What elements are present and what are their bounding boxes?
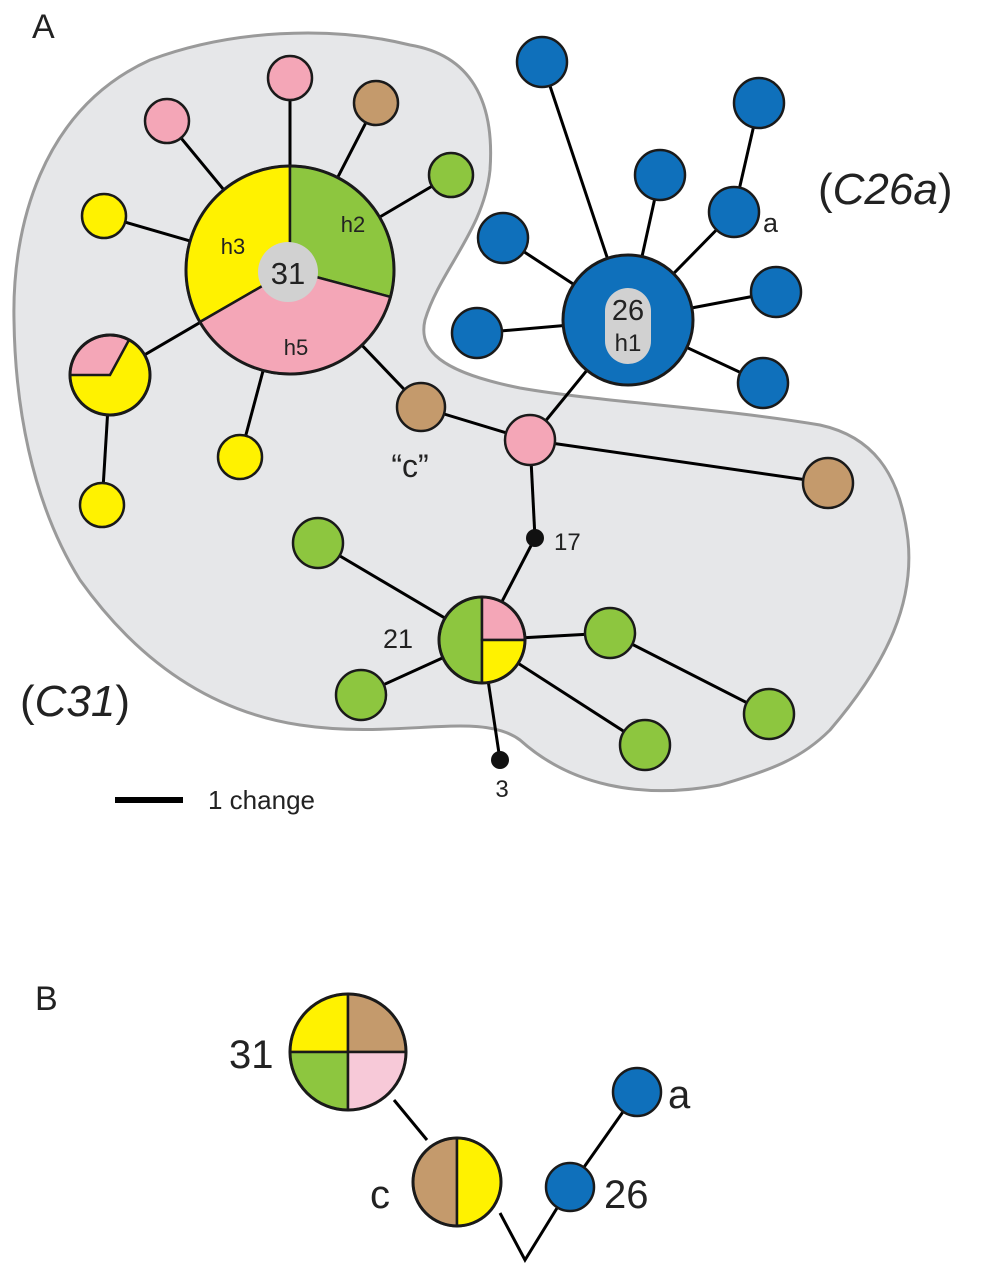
c31-group-label: (C31) xyxy=(20,677,130,726)
b-node-26 xyxy=(544,1161,596,1213)
yellow-pink-node xyxy=(68,333,152,417)
hub-31-node: 31 h3 h2 h5 xyxy=(184,164,396,376)
panel-a-label: A xyxy=(32,8,55,46)
b-node-a xyxy=(611,1066,663,1118)
h2-label: h2 xyxy=(341,212,365,237)
green-node xyxy=(742,687,796,741)
green-node xyxy=(618,718,672,772)
node-3 xyxy=(491,751,509,769)
blue-node xyxy=(749,265,803,319)
yellow-pink-node-outline xyxy=(68,333,152,417)
node-3-label: 3 xyxy=(495,776,508,803)
pink-node xyxy=(143,97,191,145)
h1-label: h1 xyxy=(615,330,642,357)
brown-node xyxy=(352,79,400,127)
panel-b-label: B xyxy=(35,980,58,1018)
c-node-label: “c” xyxy=(391,448,428,484)
b-node-31-outline xyxy=(288,992,408,1112)
node-17-label: 17 xyxy=(554,529,581,556)
b-node-c xyxy=(411,1136,503,1228)
brown-node xyxy=(801,456,855,510)
green-node xyxy=(334,668,388,722)
c-node xyxy=(395,381,447,433)
green-node xyxy=(427,151,475,199)
b-node-31 xyxy=(288,992,408,1112)
hub-31-count: 31 xyxy=(271,256,305,291)
blue-node xyxy=(450,306,504,360)
b-node-c-label: c xyxy=(370,1173,390,1217)
node-17 xyxy=(526,529,544,547)
blue-node xyxy=(476,211,530,265)
brown-half xyxy=(411,1136,459,1228)
node-a-label: a xyxy=(763,208,779,238)
blue-node-a xyxy=(707,185,761,239)
blue-node xyxy=(736,356,790,410)
hub-21-node xyxy=(437,595,527,685)
b-node-26-label: 26 xyxy=(604,1173,649,1217)
blue-node xyxy=(732,76,786,130)
yellow-node xyxy=(216,433,264,481)
edge xyxy=(609,631,770,716)
b-node-a-label: a xyxy=(668,1073,691,1117)
hub-31-outline xyxy=(184,164,396,376)
yellow-half xyxy=(455,1136,503,1228)
edge xyxy=(529,438,829,485)
b-node-c-outline xyxy=(411,1136,503,1228)
panel-b: B 31 c 26 a xyxy=(35,980,691,1264)
blue-node xyxy=(633,148,687,202)
scale-bar-label: 1 change xyxy=(208,785,315,815)
h5-label: h5 xyxy=(284,335,308,360)
h3-label: h3 xyxy=(221,234,245,259)
green-node xyxy=(583,606,637,660)
pink-connector-node xyxy=(503,413,557,467)
hub-26-count: 26 xyxy=(612,295,644,327)
hub-26-count-bubble xyxy=(605,288,651,364)
hub-26-node: 26 h1 xyxy=(561,253,695,387)
edge xyxy=(498,1186,572,1264)
blue-node xyxy=(515,35,569,89)
yellow-node xyxy=(80,192,128,240)
pink-node xyxy=(266,54,314,102)
panel-a: A xyxy=(12,8,953,815)
hub-21-outline xyxy=(437,595,527,685)
hub-31-count-bubble xyxy=(258,242,318,302)
c26a-group-label: (C26a) xyxy=(818,165,953,214)
b-node-31-label: 31 xyxy=(229,1033,274,1077)
green-node xyxy=(291,516,345,570)
yellow-node xyxy=(78,481,126,529)
hub-21-label: 21 xyxy=(383,624,413,654)
edge xyxy=(392,1099,429,1141)
